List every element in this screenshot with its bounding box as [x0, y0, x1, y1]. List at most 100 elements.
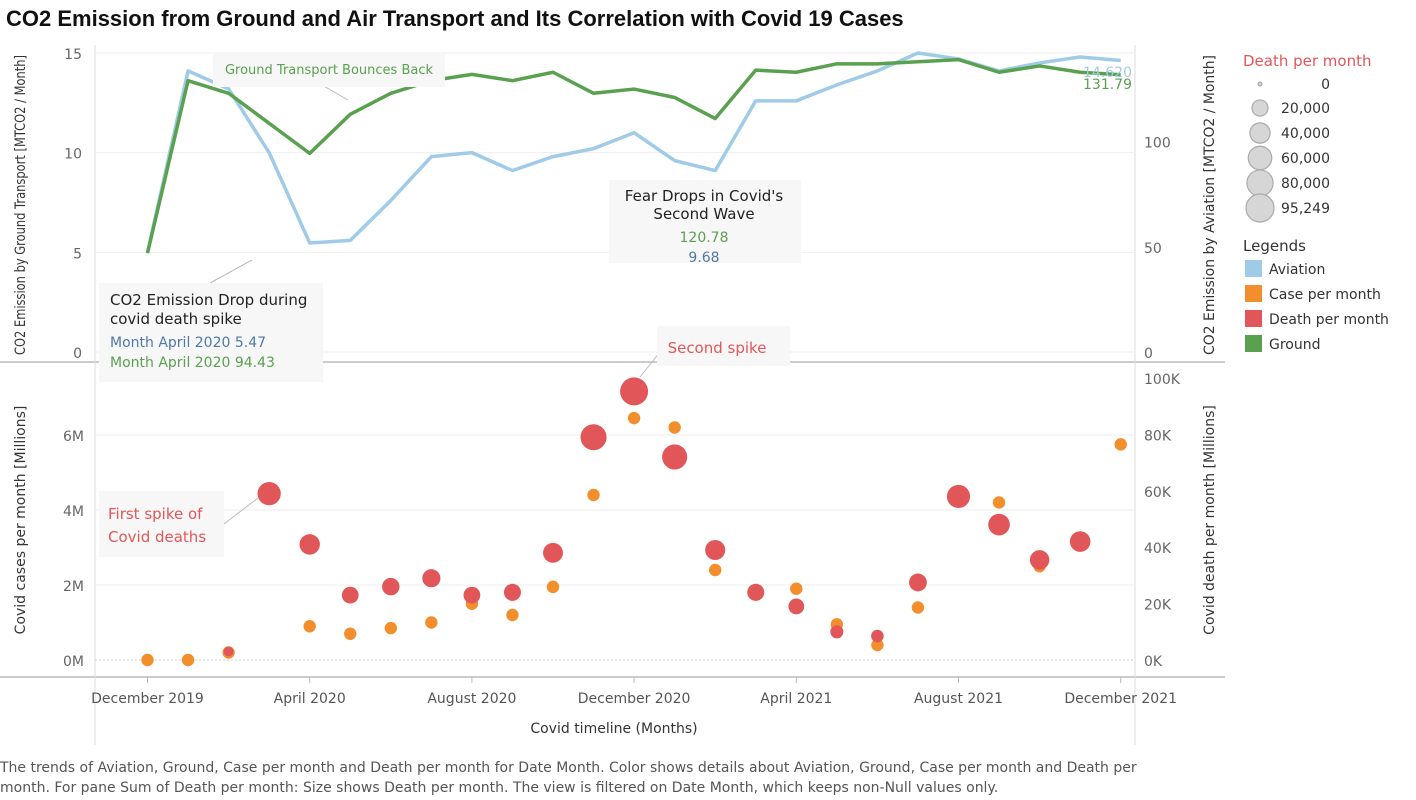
color-legend-swatch-ground — [1245, 335, 1262, 352]
annotation-connector — [223, 497, 259, 525]
x-tick-label: August 2020 — [427, 691, 516, 707]
case-point — [506, 608, 519, 622]
annotation-fear-line2: Second Wave — [653, 205, 754, 223]
bottom-right-tick-label: 100K — [1144, 372, 1181, 388]
annotation-first-spike-line2: Covid deaths — [108, 528, 206, 546]
case-point — [790, 582, 803, 595]
case-point — [425, 616, 438, 629]
annotation-connector — [209, 259, 253, 284]
size-legend-swatch — [1249, 122, 1271, 144]
death-point — [909, 573, 927, 592]
top-left-tick-label: 0 — [73, 346, 82, 362]
case-point — [141, 653, 154, 667]
bottom-left-axis-title: Covid cases per month [Millions] — [13, 406, 29, 635]
color-legend-swatch-death — [1245, 310, 1262, 327]
aviation-end-label: 14.620 — [1083, 65, 1132, 81]
size-legend-label: 40,000 — [1281, 126, 1330, 142]
death-point — [223, 646, 234, 657]
death-point — [257, 481, 281, 506]
death-point — [988, 513, 1010, 536]
case-point — [384, 621, 397, 635]
top-right-axis-title: CO2 Emission by Aviation [MTCO2 / Month] — [1202, 55, 1218, 355]
color-legend-title: Legends — [1243, 237, 1306, 255]
top-right-tick-label: 50 — [1144, 241, 1162, 257]
annotation-drop-value1: Month April 2020 5.47 — [110, 335, 266, 351]
color-legend-swatch-aviation — [1245, 260, 1262, 277]
annotation-box — [657, 326, 790, 366]
death-point — [1069, 531, 1091, 552]
size-legend-swatch — [1247, 145, 1273, 171]
bottom-right-tick-label: 40K — [1144, 541, 1172, 557]
color-legend-label-aviation: Aviation — [1269, 262, 1325, 278]
case-point — [992, 496, 1006, 509]
bottom-right-tick-label: 60K — [1144, 485, 1172, 501]
annotation-box — [213, 52, 445, 87]
top-right-tick-label: 100 — [1144, 136, 1171, 152]
death-point — [543, 542, 563, 563]
x-tick-label: December 2020 — [578, 691, 691, 707]
death-point — [382, 577, 400, 596]
axes: 0 5 10 15 0 50 100 CO2 Emission by Ground Trans… — [13, 47, 1218, 737]
size-legend-label: 60,000 — [1281, 151, 1330, 167]
annotation-first-spike-line1: First spike of — [108, 505, 203, 523]
annotation-box — [99, 283, 323, 382]
x-tick-label: April 2021 — [760, 691, 832, 707]
chart-frame — [0, 45, 1225, 745]
top-left-tick-label: 15 — [64, 47, 82, 63]
case-point — [911, 601, 925, 614]
death-point — [463, 586, 481, 604]
case-point — [181, 653, 195, 667]
death-point — [788, 598, 805, 615]
bottom-left-tick-label: 4M — [63, 504, 84, 520]
case-point — [627, 411, 641, 425]
top-left-tick-label: 5 — [73, 246, 82, 262]
size-legend-swatch — [1245, 193, 1275, 223]
ground-end-label: 131.79 — [1083, 77, 1132, 93]
x-tick-label: December 2021 — [1064, 691, 1177, 707]
bottom-right-tick-label: 80K — [1144, 428, 1172, 444]
chart-canvas: 0 5 10 15 0 50 100 CO2 Emission by Ground Trans… — [0, 45, 1389, 745]
size-legend-label: 80,000 — [1281, 176, 1330, 192]
death-point — [747, 583, 765, 601]
x-axis-title: Covid timeline (Months) — [530, 721, 697, 737]
annotation-box — [609, 180, 801, 263]
death-point — [705, 539, 726, 561]
case-point — [871, 638, 884, 652]
bottom-right-tick-label: 20K — [1144, 598, 1172, 614]
annotations-layer: Ground Transport Bounces Back Fear Drops … — [99, 52, 801, 557]
death-point — [830, 625, 844, 639]
chart-caption: The trends of Aviation, Ground, Case per… — [0, 760, 1137, 796]
death-point — [503, 583, 521, 601]
annotation-ground-bounces: Ground Transport Bounces Back — [225, 63, 434, 78]
annotation-connector — [321, 84, 349, 101]
annotation-drop-line1: CO2 Emission Drop during — [110, 291, 307, 309]
bottom-left-tick-label: 0M — [63, 654, 84, 670]
size-legend-label: 95,249 — [1281, 201, 1330, 217]
size-legend-label: 20,000 — [1281, 101, 1330, 117]
annotation-fear-value1: 120.78 — [680, 230, 729, 246]
size-legend-label: 0 — [1321, 77, 1330, 93]
top-right-tick-label: 0 — [1144, 346, 1153, 362]
color-legend-label-ground: Ground — [1269, 337, 1321, 353]
top-left-axis-title: CO2 Emission by Ground Transport [MTCO2 … — [13, 55, 29, 355]
case-point — [344, 627, 357, 640]
x-tick-label: August 2021 — [914, 691, 1003, 707]
size-legend-swatch — [1257, 81, 1263, 87]
color-legend-label-death: Death per month — [1269, 312, 1389, 328]
size-legend-swatch — [1251, 99, 1269, 117]
bottom-right-axis-title: Covid death per month [Millions] — [1202, 405, 1218, 635]
death-point — [580, 424, 607, 451]
death-point — [946, 484, 971, 509]
annotation-fear-value2: 9.68 — [688, 250, 719, 266]
case-point — [303, 620, 316, 633]
death-point — [662, 444, 688, 470]
bottom-right-tick-label: 0K — [1144, 654, 1163, 670]
case-point — [709, 563, 722, 577]
bottom-left-tick-label: 2M — [63, 579, 84, 595]
case-point — [587, 488, 600, 502]
size-legend-title: Death per month — [1243, 52, 1372, 70]
color-legend-swatch-case — [1245, 285, 1262, 302]
death-point — [422, 569, 441, 588]
death-point — [1029, 550, 1050, 570]
